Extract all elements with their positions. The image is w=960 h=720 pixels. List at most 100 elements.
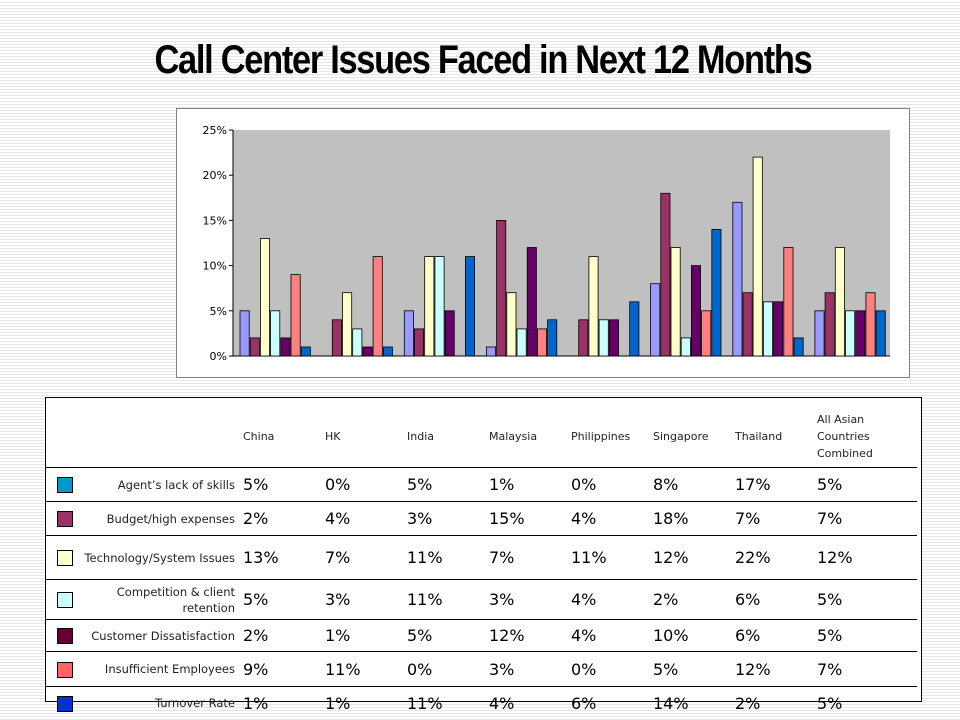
bar xyxy=(598,319,609,357)
bar xyxy=(382,346,393,357)
y-tick-label: 10% xyxy=(203,260,227,273)
table-cell: 7% xyxy=(817,501,917,536)
bar xyxy=(280,337,291,357)
legend-swatch xyxy=(57,511,73,527)
bar xyxy=(434,256,445,357)
table-cell: 0% xyxy=(571,651,653,687)
table-row-header: Customer Dissatisfaction xyxy=(46,619,243,652)
table-cell: 1% xyxy=(325,619,407,652)
table-cell: 2% xyxy=(243,501,325,536)
bar xyxy=(372,256,383,357)
table-row: Budget/high expenses 2% 4% 3% 15% 4% 18% 7% 7% xyxy=(46,501,917,536)
y-tick-label: 0% xyxy=(210,350,227,363)
table-cell: 13% xyxy=(243,535,325,580)
table-cell: 8% xyxy=(653,467,735,502)
table-cell: 15% xyxy=(489,501,571,536)
table-cell: 11% xyxy=(407,535,489,580)
legend-swatch xyxy=(57,550,73,566)
table-cell: 5% xyxy=(407,619,489,652)
table-row-header: Budget/high expenses xyxy=(46,501,243,536)
table-cell: 14% xyxy=(653,693,689,713)
table-row: Technology/System Issues 13% 7% 11% 7% 11% 12%… xyxy=(46,535,917,580)
bar xyxy=(824,292,835,357)
bar xyxy=(752,156,763,357)
bar xyxy=(342,292,353,357)
table-cell: 22% xyxy=(735,535,817,580)
table-cell: 7% xyxy=(489,535,571,580)
table-row: Customer Dissatisfaction 2% 1% 5% 12% 4% 10% 6%… xyxy=(46,619,917,652)
bar xyxy=(496,220,507,357)
table-cell: 0% xyxy=(407,651,489,687)
table-cell: 2% xyxy=(735,693,761,713)
table-header-row: China HK India Malaysia Philippines Singapore… xyxy=(46,398,917,468)
bar xyxy=(834,247,845,357)
table-cell: 12% xyxy=(817,535,917,580)
bar xyxy=(331,319,342,357)
table-cell: 5% xyxy=(243,467,325,502)
table-cell: 3% xyxy=(489,651,571,687)
table-cell: 11% xyxy=(407,579,489,620)
y-tick-label: 25% xyxy=(203,124,227,137)
bar xyxy=(444,310,455,357)
table-cell: 11% xyxy=(571,535,653,580)
bar xyxy=(424,256,435,357)
table-column-header: Malaysia xyxy=(489,398,571,468)
series-label: Technology/System Issues xyxy=(84,550,235,565)
table-cell: 6% xyxy=(735,619,817,652)
table-cell: 7% xyxy=(325,535,407,580)
bar xyxy=(855,310,866,357)
table-row: Agent’s lack of skills 5% 0% 5% 1% 0% 8% 17% 5% xyxy=(46,467,917,502)
bar xyxy=(670,247,681,357)
table-cell: 3% xyxy=(407,501,489,536)
table-cell: 7% xyxy=(735,501,817,536)
table-column-header: China xyxy=(243,398,325,468)
bar xyxy=(793,337,804,357)
table-row-header: Insufficient Employees xyxy=(46,651,243,687)
table-cell: 4% xyxy=(489,693,515,713)
legend-swatch xyxy=(57,477,73,493)
bar-chart: 0% 5% 10% 15% 20% 25% xyxy=(203,124,890,363)
table-cell: 7% xyxy=(817,651,917,687)
bar xyxy=(711,229,722,357)
bar xyxy=(260,238,271,357)
table-cell: 0% xyxy=(571,467,653,502)
table-cell: 5% xyxy=(817,693,843,713)
bar xyxy=(875,310,886,357)
bar xyxy=(485,346,496,357)
table-column-header: Singapore xyxy=(653,398,735,468)
table-row: Competition & client retention 5% 3% 11% 3% 4… xyxy=(46,579,917,620)
legend-swatch xyxy=(57,661,73,678)
table-cell: 5% xyxy=(243,579,325,620)
table-cell: 11% xyxy=(407,693,443,713)
bar xyxy=(290,274,301,357)
bar xyxy=(403,310,414,357)
table-cell: 4% xyxy=(325,501,407,536)
bar xyxy=(464,256,475,357)
bar xyxy=(650,283,661,357)
chart-title: Call Center Issues Faced in Next 12 Mont… xyxy=(154,38,813,82)
table-cell: 0% xyxy=(325,467,407,502)
table-cell: 10% xyxy=(653,619,735,652)
bar xyxy=(516,328,527,357)
y-tick-label: 5% xyxy=(210,305,227,318)
bar xyxy=(783,247,794,357)
table-cell: 5% xyxy=(817,579,917,620)
bar xyxy=(413,328,424,357)
bar xyxy=(865,292,876,357)
table-cell: 2% xyxy=(243,619,325,652)
bar xyxy=(814,310,825,357)
bar xyxy=(588,256,599,357)
y-tick-label: 20% xyxy=(203,169,227,182)
table-column-header: HK xyxy=(325,398,407,468)
table-cell: 4% xyxy=(571,501,653,536)
table-column-header: India xyxy=(407,398,489,468)
bar xyxy=(352,328,363,357)
table-cell: 3% xyxy=(325,579,407,620)
bar xyxy=(845,310,856,357)
table-cell: 6% xyxy=(735,579,817,620)
series-label: Agent’s lack of skills xyxy=(117,477,235,492)
data-table: China HK India Malaysia Philippines Singapore… xyxy=(46,398,917,720)
table-cell: 3% xyxy=(489,579,571,620)
table-cell: 1% xyxy=(243,693,269,713)
bar xyxy=(300,346,311,357)
